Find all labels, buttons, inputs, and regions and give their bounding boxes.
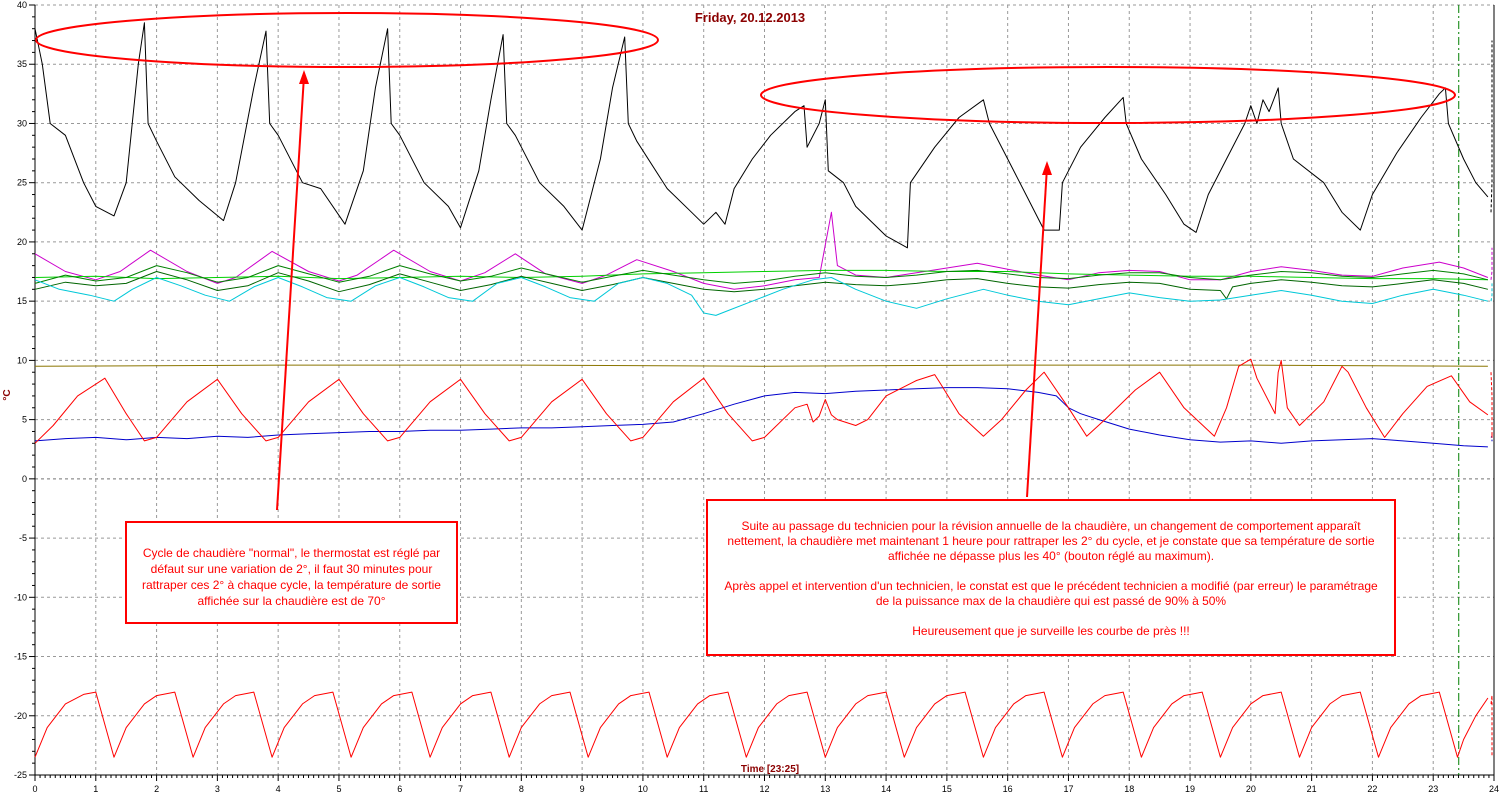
x-tick-label: 9 — [580, 784, 585, 794]
x-tick-label: 1 — [93, 784, 98, 794]
y-tick-label: 20 — [17, 237, 27, 247]
x-tick-label: 22 — [1367, 784, 1377, 794]
series-line — [34, 277, 1489, 316]
x-tick-label: 20 — [1246, 784, 1256, 794]
highlight-annotations — [35, 12, 1456, 511]
highlight-ellipse-normal-cycles — [35, 12, 659, 68]
x-tick-label: 3 — [215, 784, 220, 794]
annotation-technician-change: Suite au passage du technicien pour la r… — [706, 499, 1396, 656]
y-tick-label: -10 — [14, 592, 27, 602]
x-tick-label: 13 — [820, 784, 830, 794]
x-tick-label: 6 — [397, 784, 402, 794]
y-axis-ticks: 40 35 30 25 20 15 10 5 0 -5 -10 -15 -20 -25 — [14, 0, 35, 780]
y-tick-label: -15 — [14, 652, 27, 662]
x-tick-label: 17 — [1063, 784, 1073, 794]
series-line-forecast — [1490, 283, 1493, 302]
annotation-technician-text-3: Heureusement que je surveille les courbe… — [912, 624, 1190, 638]
x-tick-label: 23 — [1428, 784, 1438, 794]
x-axis-ticks: 0 1 2 3 4 5 6 7 8 9 10 11 12 13 14 15 16 17 18 19 20 21 22 23 24 — [32, 775, 1499, 794]
x-tick-label: 11 — [699, 784, 708, 794]
y-tick-label: -5 — [19, 533, 27, 543]
x-tick-label: 16 — [1003, 784, 1013, 794]
series-line-forecast — [1490, 372, 1493, 438]
y-tick-label: 0 — [22, 474, 27, 484]
y-tick-label: 15 — [17, 296, 27, 306]
y-tick-label: 40 — [17, 0, 27, 10]
annotation-technician-text-2: Après appel et intervention d'un technic… — [724, 579, 1378, 608]
arrow-normal-cycles — [276, 70, 309, 511]
x-tick-label: 15 — [942, 784, 952, 794]
x-tick-label: 2 — [154, 784, 159, 794]
x-tick-label: 4 — [276, 784, 281, 794]
y-tick-label: -20 — [14, 711, 27, 721]
x-tick-label: 7 — [458, 784, 463, 794]
x-tick-label: 12 — [759, 784, 769, 794]
x-tick-label: 0 — [32, 784, 37, 794]
series-line-forecast — [1490, 695, 1493, 758]
series-line — [34, 358, 1489, 444]
annotation-normal-cycle: Cycle de chaudière "normal", le thermost… — [125, 521, 458, 624]
highlight-ellipse-slow-cycles — [760, 66, 1456, 124]
series-line-forecast — [1490, 40, 1493, 213]
y-tick-label: -25 — [14, 770, 27, 780]
y-tick-label: 5 — [22, 415, 27, 425]
series-line — [34, 364, 1488, 367]
x-tick-label: 5 — [336, 784, 341, 794]
x-tick-label: 14 — [881, 784, 891, 794]
x-axis-label: Time [23:25] — [741, 764, 799, 775]
x-tick-label: 24 — [1489, 784, 1499, 794]
y-axis-label: °C — [2, 389, 13, 400]
y-tick-label: 10 — [17, 355, 27, 365]
series-line — [34, 691, 1489, 758]
series-line — [34, 269, 1488, 281]
y-tick-label: 30 — [17, 118, 27, 128]
annotation-technician-text-1: Suite au passage du technicien pour la r… — [727, 519, 1375, 563]
x-tick-label: 18 — [1124, 784, 1134, 794]
series-line — [34, 387, 1488, 448]
chart-title: Friday, 20.12.2013 — [695, 10, 805, 25]
arrow-slow-cycles — [1026, 161, 1052, 498]
x-tick-label: 21 — [1307, 784, 1317, 794]
y-tick-label: 25 — [17, 178, 27, 188]
series-line-forecast — [1490, 247, 1493, 280]
series-line — [34, 211, 1489, 290]
x-tick-label: 8 — [519, 784, 524, 794]
series-line — [34, 265, 1489, 284]
x-tick-label: 19 — [1185, 784, 1195, 794]
annotation-normal-cycle-text: Cycle de chaudière "normal", le thermost… — [142, 546, 441, 608]
x-tick-label: 10 — [638, 784, 648, 794]
y-tick-label: 35 — [17, 59, 27, 69]
chart-grid — [35, 4, 1495, 775]
